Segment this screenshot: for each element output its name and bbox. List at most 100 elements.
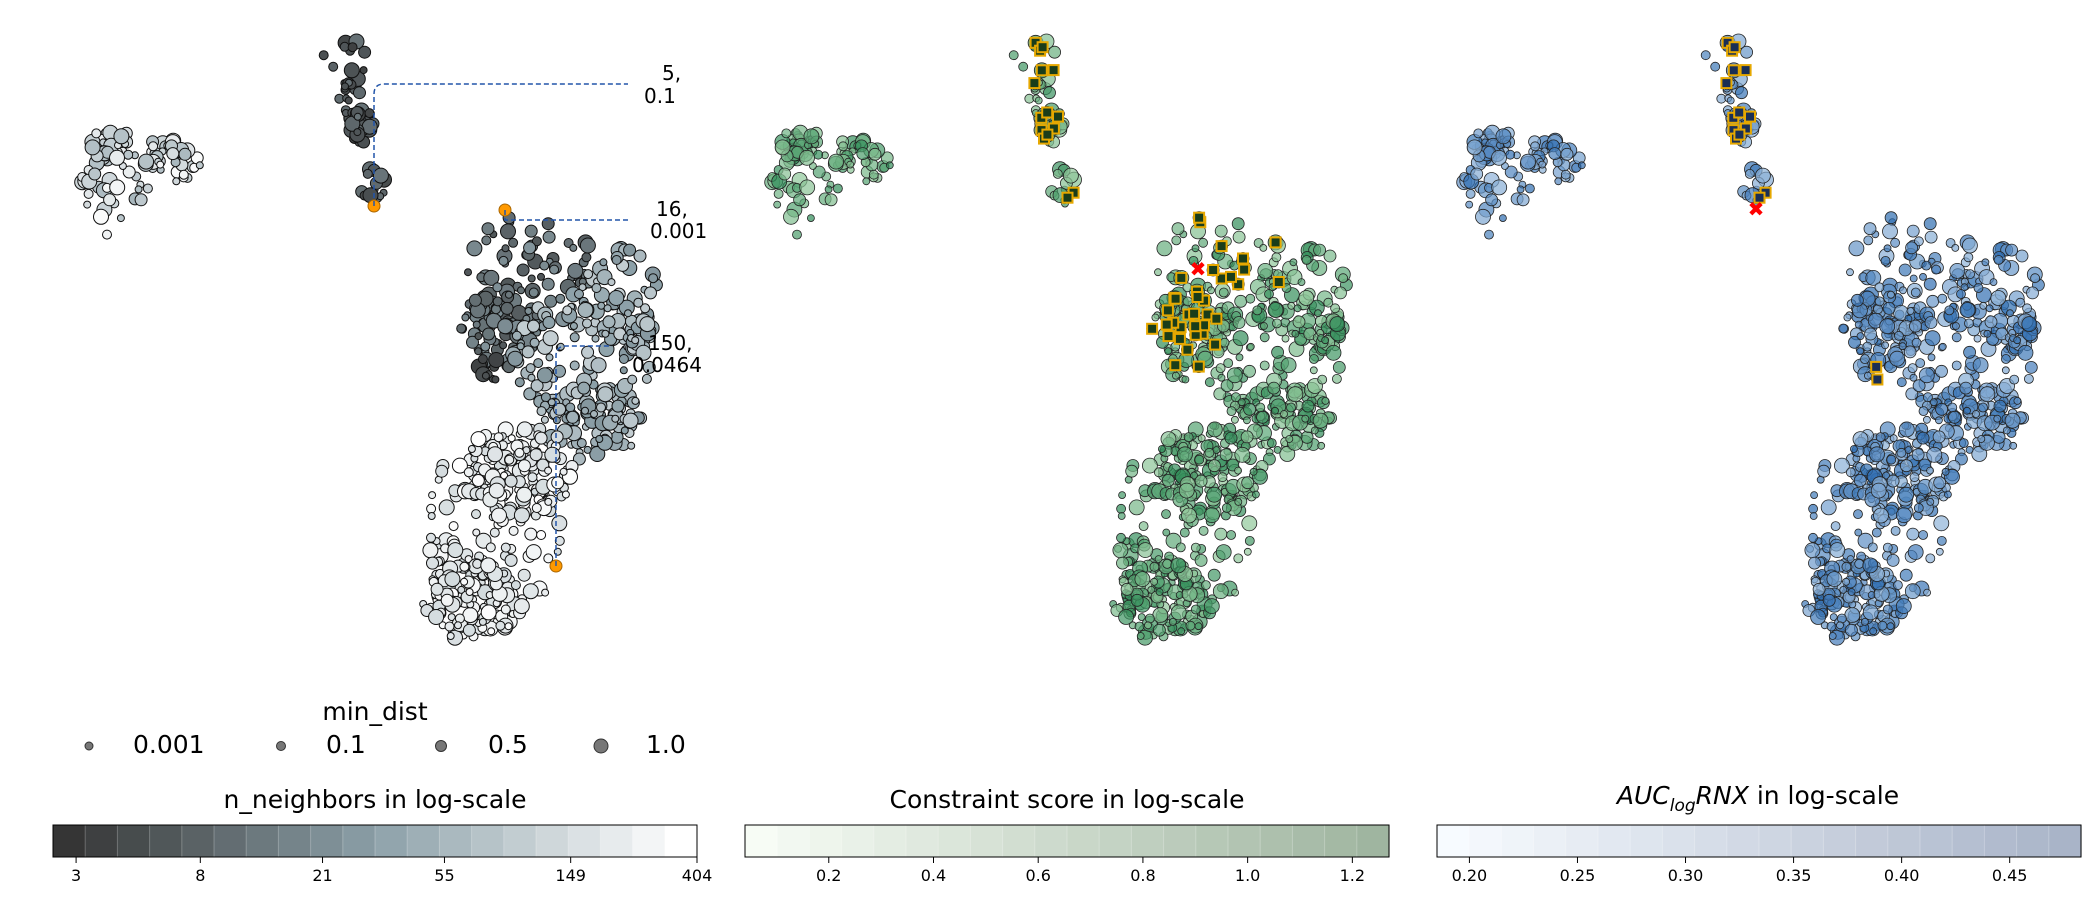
scatter-point bbox=[627, 441, 636, 450]
scatter-point bbox=[1213, 387, 1227, 401]
scatter-point bbox=[1958, 438, 1969, 449]
scatter-point bbox=[134, 185, 143, 194]
scatter-point bbox=[1959, 302, 1976, 318]
scatter-point bbox=[620, 426, 629, 435]
scatter-point bbox=[566, 410, 580, 424]
scatter-point bbox=[1155, 588, 1164, 596]
scatter-point bbox=[1886, 454, 1897, 465]
scatter-point bbox=[792, 229, 802, 240]
scatter-point bbox=[1134, 621, 1145, 632]
scatter-point bbox=[1161, 509, 1171, 519]
scatter-point bbox=[1836, 621, 1844, 630]
scatter-point bbox=[778, 167, 792, 181]
scatter-point bbox=[172, 177, 181, 186]
scatter-point bbox=[440, 593, 454, 607]
scatter-point bbox=[472, 558, 483, 569]
scatter-point bbox=[1829, 613, 1838, 621]
scatter-point bbox=[1869, 446, 1885, 463]
scatter-point bbox=[142, 183, 153, 194]
scatter-point bbox=[1919, 272, 1927, 281]
colorbar-cell bbox=[970, 825, 1004, 857]
top-config-marker bbox=[1047, 122, 1060, 135]
scatter-point bbox=[523, 387, 537, 401]
scatter-point bbox=[1325, 344, 1342, 361]
scatter-point bbox=[1194, 474, 1208, 488]
top-config-marker bbox=[1870, 360, 1883, 373]
scatter-point bbox=[1923, 217, 1937, 231]
scatter-point bbox=[1949, 262, 1966, 279]
scatter-point bbox=[1903, 345, 1917, 359]
scatter-point bbox=[1862, 341, 1873, 352]
scatter-point bbox=[846, 160, 855, 169]
scatter-point bbox=[1177, 446, 1193, 463]
scatter-point bbox=[372, 167, 389, 184]
scatter-point bbox=[318, 50, 329, 61]
scatter-point bbox=[559, 467, 568, 476]
scatter-point bbox=[1291, 329, 1300, 338]
top-config-marker bbox=[1238, 263, 1251, 276]
scatter-point bbox=[1280, 410, 1288, 418]
scatter-point bbox=[471, 509, 481, 520]
scatter-point bbox=[1130, 593, 1144, 607]
colorbar-cell bbox=[536, 825, 569, 857]
scatter-point bbox=[579, 237, 596, 254]
scatter-point bbox=[341, 82, 349, 91]
scatter-point bbox=[1993, 414, 2002, 423]
scatter-point bbox=[428, 491, 437, 500]
scatter-point bbox=[1226, 530, 1236, 540]
scatter-point bbox=[1499, 214, 1507, 223]
colorbar-tick-label: 8 bbox=[195, 866, 205, 885]
scatter-point bbox=[1838, 323, 1849, 334]
scatter-point bbox=[1810, 609, 1826, 625]
scatter-point bbox=[1154, 555, 1163, 563]
scatter-point bbox=[1491, 149, 1507, 166]
scatter-point bbox=[611, 414, 620, 423]
size-legend-marker-3 bbox=[593, 738, 609, 754]
scatter-point bbox=[1234, 466, 1242, 475]
scatter-point bbox=[544, 497, 553, 506]
scatter-point bbox=[542, 230, 556, 244]
colorbar-cell bbox=[777, 825, 810, 857]
scatter-point bbox=[1726, 96, 1735, 105]
scatter-point bbox=[774, 139, 791, 156]
scatter-point bbox=[1896, 377, 1907, 388]
scatter-point bbox=[1882, 223, 1898, 240]
top-config-marker bbox=[1210, 312, 1223, 325]
colorbar-cell bbox=[1984, 825, 2018, 857]
scatter-point bbox=[527, 319, 540, 333]
scatter-point bbox=[435, 464, 449, 478]
scatter-point bbox=[2022, 303, 2032, 314]
scatter-point bbox=[1256, 410, 1269, 424]
scatter-point bbox=[195, 161, 204, 170]
colorbar-cell bbox=[278, 825, 312, 857]
scatter-point bbox=[1301, 399, 1315, 413]
scatter-point bbox=[1208, 459, 1221, 473]
top-config-marker bbox=[1193, 211, 1206, 224]
colorbar-tick-label: 0.30 bbox=[1668, 866, 1704, 885]
scatter-point bbox=[1231, 217, 1245, 231]
scatter-point bbox=[482, 327, 496, 341]
scatter-point bbox=[525, 544, 542, 561]
scatter-point bbox=[470, 431, 487, 448]
scatter-point bbox=[460, 577, 469, 586]
scatter-point bbox=[1252, 305, 1263, 316]
scatter-point bbox=[1297, 278, 1306, 287]
scatter-point bbox=[536, 406, 547, 417]
scatter-point bbox=[514, 447, 525, 458]
scatter-point bbox=[1956, 289, 1966, 299]
scatter-point bbox=[156, 160, 165, 169]
scatter-point bbox=[1899, 286, 1907, 295]
scatter-point bbox=[1271, 406, 1279, 415]
scatter-point bbox=[477, 354, 488, 365]
scatter-point bbox=[1914, 236, 1924, 247]
scatter-point bbox=[1151, 313, 1160, 322]
scatter-point bbox=[480, 557, 497, 574]
scatter-point bbox=[1947, 402, 1958, 413]
colorbar-n-neighbors: n_neighbors in log-scale 3 8 21 55 149 404 bbox=[52, 785, 712, 885]
scatter-point bbox=[462, 607, 479, 624]
scatter-point bbox=[597, 386, 614, 403]
scatter-point bbox=[1900, 459, 1913, 473]
scatter-point bbox=[1959, 381, 1973, 395]
scatter-point bbox=[517, 568, 531, 582]
colorbar-cell bbox=[181, 825, 215, 857]
